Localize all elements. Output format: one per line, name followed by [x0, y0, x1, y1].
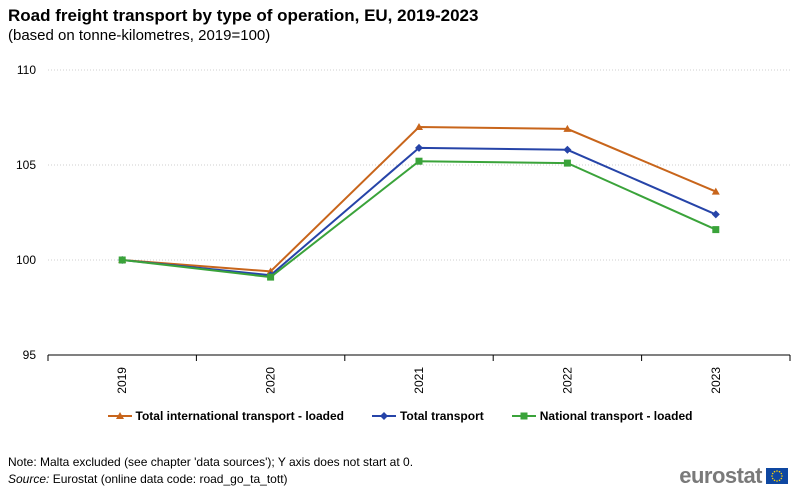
legend-swatch-2 — [511, 412, 536, 420]
eurostat-logo: eurostat — [679, 463, 788, 489]
point-s2-2020 — [267, 273, 275, 281]
chart-title: Road freight transport by type of operat… — [8, 6, 479, 25]
point-s1-2023 — [711, 210, 720, 219]
x-tick-label-2022: 2022 — [560, 367, 574, 394]
legend-label-2: National transport - loaded — [539, 409, 693, 423]
chart-subtitle: (based on tonne-kilometres, 2019=100) — [8, 27, 271, 44]
legend-swatch-0 — [107, 412, 132, 419]
point-s2-2022 — [563, 159, 571, 167]
point-s0-2021 — [415, 123, 423, 130]
legend-label-1: Total transport — [399, 409, 484, 423]
y-tick-label-95: 95 — [23, 348, 37, 362]
source-text: Eurostat (online data code: road_go_ta_t… — [49, 472, 288, 486]
chart-legend: Total international transport - loaded To… — [0, 409, 800, 423]
brand-name: eurostat — [679, 463, 762, 488]
series-line-2 — [122, 160, 717, 279]
point-s0-2022 — [563, 124, 572, 132]
x-tick-label-2019: 2019 — [115, 367, 129, 394]
legend-item-1: Total transport — [371, 409, 484, 423]
legend-label-0: Total international transport - loaded — [135, 409, 344, 423]
line-chart: 95 100 105 110 2019 2020 2021 2022 2023 — [16, 63, 791, 394]
point-s2-2023 — [712, 226, 720, 234]
source-line: Source: Eurostat (online data code: road… — [8, 472, 288, 486]
point-s0-2023 — [711, 187, 720, 195]
y-tick-label-100: 100 — [16, 253, 36, 267]
point-s1-2021 — [415, 143, 423, 152]
series-line-1 — [122, 146, 717, 277]
footnote: Note: Malta excluded (see chapter 'data … — [8, 455, 414, 469]
legend-item-2: National transport - loaded — [511, 409, 693, 423]
point-s2-2019 — [118, 256, 126, 264]
y-tick-label-110: 110 — [17, 63, 36, 77]
y-tick-label-105: 105 — [16, 158, 36, 172]
legend-item-0: Total international transport - loaded — [107, 409, 344, 423]
x-tick-label-2020: 2020 — [264, 367, 278, 394]
x-tick-label-2021: 2021 — [412, 367, 426, 394]
legend-swatch-1 — [371, 412, 396, 420]
source-label: Source: — [8, 472, 50, 486]
point-s1-2022 — [563, 145, 572, 154]
eu-flag-icon — [766, 468, 788, 484]
x-tick-label-2023: 2023 — [709, 367, 723, 394]
point-s2-2021 — [415, 157, 423, 165]
